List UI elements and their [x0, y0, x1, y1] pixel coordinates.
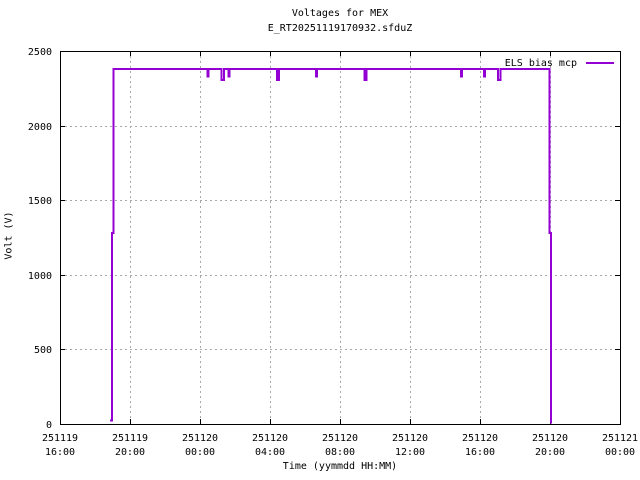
x-tick-label-time: 20:00 [115, 447, 145, 458]
x-tick-label-date: 251120 [252, 433, 288, 444]
plot-border [60, 51, 621, 425]
x-tick-label-time: 04:00 [255, 447, 285, 458]
y-tick-label: 1500 [28, 196, 52, 207]
x-tick-label-time: 20:00 [535, 447, 565, 458]
y-tick-label: 0 [46, 420, 52, 431]
x-tick-label-date: 251120 [532, 433, 568, 444]
y-tick-label: 2000 [28, 122, 52, 133]
x-tick-label-date: 251121 [602, 433, 638, 444]
x-tick-label-time: 00:00 [185, 447, 215, 458]
series-line-els-bias-mcp [110, 67, 552, 424]
legend: ELS bias mcp [505, 57, 614, 69]
x-tick-label-date: 251119 [42, 433, 78, 444]
legend-label: ELS bias mcp [504, 57, 577, 69]
x-tick-label-time: 16:00 [465, 447, 495, 458]
y-tick-label: 500 [34, 345, 52, 356]
x-tick-label-time: 00:00 [605, 447, 635, 458]
x-tick-label-date: 251120 [322, 433, 358, 444]
chart-subtitle: E_RT20251119170932.sfduZ [267, 23, 413, 34]
y-axis-label: Volt (V) [3, 211, 15, 260]
x-tick-label-date: 251120 [392, 433, 428, 444]
chart-title: Voltages for MEX [291, 8, 389, 19]
x-tick-label-date: 251120 [182, 433, 218, 444]
legend-line-sample [586, 62, 614, 64]
x-tick-label-time: 08:00 [325, 447, 355, 458]
y-tick-label: 1000 [28, 271, 52, 282]
x-axis-label: Time (yymmdd HH:MM) [282, 461, 398, 472]
x-tick-label-time: 12:00 [395, 447, 425, 458]
x-tick-label-date: 251120 [462, 433, 498, 444]
x-tick-label-date: 251119 [112, 433, 148, 444]
x-tick-label-time: 16:00 [45, 447, 75, 458]
y-tick-label: 2500 [28, 47, 52, 58]
